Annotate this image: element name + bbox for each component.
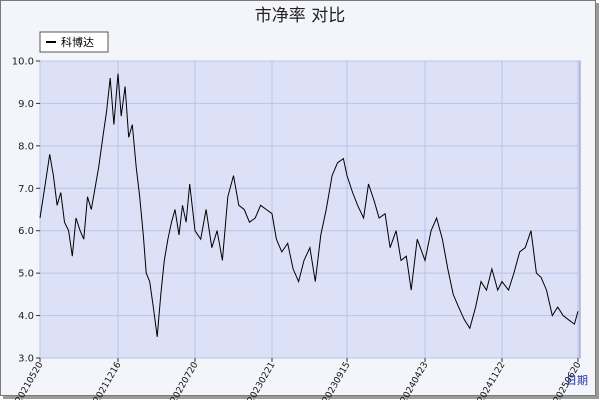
legend-box xyxy=(39,31,109,53)
y-tick-label: 3.0 xyxy=(18,354,34,365)
x-tick-label: 20240423 xyxy=(399,361,431,400)
legend: 科博达 xyxy=(39,31,109,53)
y-tick-label: 10.0 xyxy=(12,57,34,68)
x-tick-label: 20230915 xyxy=(321,361,353,400)
x-tick-label: 20211216 xyxy=(92,360,124,400)
grid-lines xyxy=(39,60,580,359)
chart-title: 市净率 对比 xyxy=(255,6,345,26)
legend-label: 科博达 xyxy=(61,35,94,49)
x-axis-label: 日期 xyxy=(566,374,588,387)
y-axis: 3.0 4.0 5.0 6.0 7.0 8.0 9.0 10.0 xyxy=(12,57,40,365)
y-tick-label: 9.0 xyxy=(18,99,34,110)
y-tick-label: 6.0 xyxy=(18,226,34,237)
x-tick-label: 20220720 xyxy=(169,360,201,400)
x-tick-label: 20210520 xyxy=(14,360,46,400)
y-tick-label: 7.0 xyxy=(18,184,34,195)
x-tick-label: 20230221 xyxy=(246,361,278,400)
y-tick-label: 4.0 xyxy=(18,311,34,322)
y-tick-label: 5.0 xyxy=(18,269,34,280)
plot-area xyxy=(39,60,581,359)
x-tick-label: 20241122 xyxy=(476,361,508,400)
x-axis: 20210520 20211216 20220720 20230221 20230915… xyxy=(14,358,584,400)
series-line-科博达 xyxy=(39,73,579,337)
y-tick-label: 8.0 xyxy=(18,141,34,152)
